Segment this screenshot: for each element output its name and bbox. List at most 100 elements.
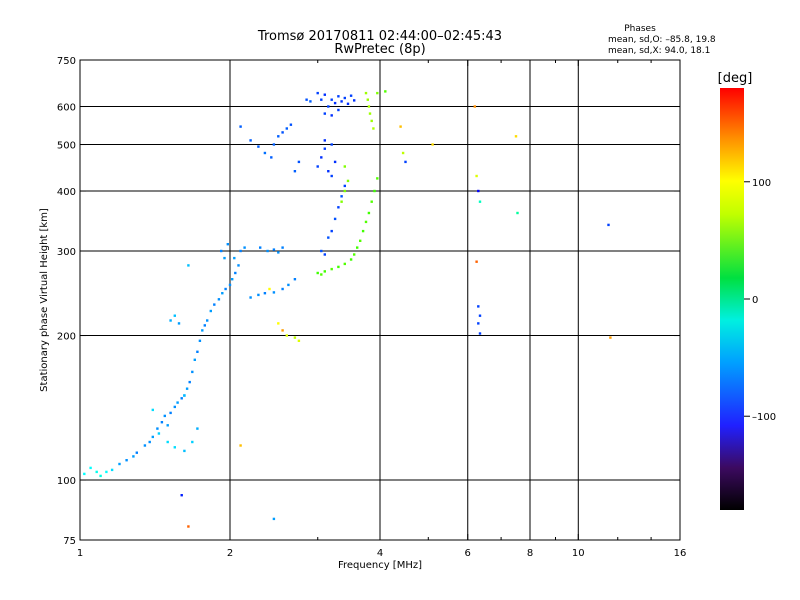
data-point [473,105,476,108]
data-point [239,125,242,128]
data-point [239,444,242,447]
data-point [277,251,280,254]
data-point [277,135,280,138]
data-point [281,246,284,249]
data-point [289,123,293,126]
data-point [209,309,212,313]
data-point [188,380,191,384]
data-point [243,246,246,249]
data-point [270,156,273,159]
data-point [198,339,202,342]
data-point [372,127,375,130]
y-tick-label: 300 [57,247,76,258]
data-point [353,253,356,256]
chart-title-line2: RwPretec (8p) [334,42,425,57]
data-point [323,253,326,256]
x-tick-label: 1 [77,548,83,559]
data-point [330,229,333,233]
grid-lines [80,60,680,540]
y-tick-label: 400 [57,187,76,198]
data-point [340,195,343,198]
data-point [323,112,326,115]
data-point [305,98,308,101]
x-tick-label: 2 [227,548,233,559]
data-point [516,211,519,215]
data-point [143,444,147,447]
data-point [281,329,284,332]
data-point [478,332,482,335]
data-point [327,105,330,108]
data-point [132,455,135,458]
data-point [297,339,301,342]
data-point [99,474,102,478]
data-point [320,156,323,159]
data-point [323,270,326,273]
data-point [224,287,227,291]
data-point [330,267,333,271]
data-point [196,350,199,353]
data-point [266,249,269,253]
data-point [157,432,161,435]
data-point [343,189,346,193]
data-point [272,248,276,251]
data-point [257,293,260,297]
data-point [166,440,169,444]
phases-line2: mean, sd,X: 94.0, 18.1 [608,46,710,56]
data-point [183,394,186,397]
data-point [475,260,478,263]
data-point [401,151,405,155]
y-tick-label: 75 [63,536,76,547]
data-point [281,287,284,291]
data-point [177,322,181,325]
data-point [151,435,154,439]
x-tick-label: 16 [674,548,687,559]
data-point [367,211,371,215]
data-point [221,292,224,295]
data-point [217,298,221,301]
data-point [320,98,323,101]
data-point [226,243,229,246]
data-point [148,440,151,444]
y-tick-label: 500 [57,141,76,152]
colorbar-label: [deg] [718,71,753,86]
data-point [206,319,209,322]
data-point [125,459,128,462]
data-point [343,184,346,188]
y-tick-label: 600 [57,103,76,114]
data-point [316,91,319,95]
data-point [323,147,326,150]
data-point [323,93,326,96]
data-point [376,177,379,180]
data-point [196,427,199,430]
data-point [373,189,376,193]
data-point [478,200,482,203]
data-point [180,397,183,400]
colorbar-tick-label: 100 [752,178,771,189]
data-point [173,314,176,317]
data-point [151,408,154,412]
data-point [201,329,204,332]
data-point [330,174,333,178]
data-point [110,468,114,472]
data-point [337,108,340,112]
data-point [220,249,223,253]
data-point [340,200,343,203]
phases-line1: mean, sd,O: –85.8, 19.8 [608,35,716,45]
data-point [609,336,612,339]
data-point [320,273,323,276]
data-point [187,264,190,267]
data-point [364,220,368,224]
data-point [316,165,319,168]
y-tick-label: 200 [57,332,76,343]
data-point [359,239,362,242]
x-tick-label: 6 [465,548,471,559]
data-point [370,119,373,123]
data-point [370,200,373,203]
data-point [320,249,323,253]
data-point [330,143,333,146]
data-point [272,143,276,146]
data-point [368,112,372,115]
data-point [187,525,190,528]
data-point [268,287,271,291]
data-point [327,170,330,173]
